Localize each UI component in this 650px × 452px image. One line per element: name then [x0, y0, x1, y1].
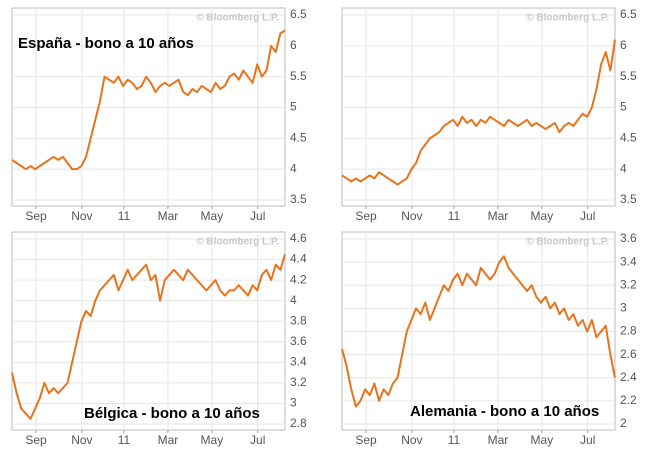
- y-tick-label: 3.2: [290, 375, 307, 389]
- y-tick-label: 2.8: [290, 416, 307, 430]
- x-tick-label: Nov: [401, 209, 422, 223]
- y-tick-label: 3.4: [620, 254, 637, 268]
- x-tick-label: 11: [118, 209, 131, 223]
- x-tick-label: Nov: [401, 433, 422, 447]
- y-tick-label: 3.4: [290, 355, 307, 369]
- y-tick-label: 3: [620, 301, 627, 315]
- plot-area: [11, 231, 286, 431]
- x-tick-label: May: [531, 433, 554, 447]
- y-tick-label: 4.6: [290, 231, 307, 245]
- y-tick-label: 2.4: [620, 370, 637, 384]
- x-tick-label: Jul: [580, 209, 595, 223]
- y-tick-label: 5: [620, 100, 627, 114]
- chart-title: Bélgica - bono a 10 años: [84, 405, 260, 422]
- x-tick-label: Mar: [488, 209, 509, 223]
- panel: 2 2.2 2.4 2.6 2.8 3 3.2 3.4 3.6 Sep Nov 11 Mar May Jul…: [341, 231, 637, 447]
- line-series: [341, 39, 616, 186]
- watermark: © Bloomberg L.P.: [196, 237, 279, 248]
- y-tick-label: 4.5: [290, 131, 307, 145]
- x-tick-label: Nov: [71, 209, 92, 223]
- y-tick-label: 4: [290, 293, 297, 307]
- panel: 2.8 3 3.2 3.4 3.6 3.8 4 4.2 4.4 4.6 Sep Nov 11 Mar May…: [11, 231, 307, 447]
- line-series: [11, 254, 286, 420]
- chart-title: España - bono a 10 años: [18, 35, 194, 52]
- x-tick-label: 11: [118, 433, 131, 447]
- x-tick-label: Mar: [158, 433, 179, 447]
- x-tick-label: Nov: [71, 433, 92, 447]
- y-tick-label: 3.8: [290, 313, 307, 327]
- x-tick-label: Mar: [488, 433, 509, 447]
- x-tick-label: Jul: [250, 433, 265, 447]
- line-series: [11, 29, 286, 171]
- y-tick-label: 4.4: [290, 252, 307, 266]
- y-tick-label: 2.6: [620, 347, 637, 361]
- panel: 3.5 4 4.5 5 5.5 6 6.5 Sep Nov 11 Mar May Jul © Bloomb…: [341, 7, 637, 223]
- x-tick-label: May: [531, 209, 554, 223]
- y-tick-label: 2.8: [620, 324, 637, 338]
- x-tick-label: May: [201, 209, 224, 223]
- x-tick-label: May: [201, 433, 224, 447]
- y-tick-label: 6.5: [620, 7, 637, 21]
- x-tick-label: Sep: [355, 209, 377, 223]
- y-tick-label: 5.5: [290, 69, 307, 83]
- y-tick-label: 3: [290, 396, 297, 410]
- x-tick-label: 11: [448, 209, 461, 223]
- chart-title: Alemania - bono a 10 años: [410, 403, 599, 420]
- x-tick-label: Sep: [25, 433, 47, 447]
- y-tick-label: 3.5: [290, 192, 307, 206]
- y-tick-label: 2: [620, 416, 627, 430]
- watermark: © Bloomberg L.P.: [526, 237, 609, 248]
- y-tick-label: 4.5: [620, 131, 637, 145]
- y-tick-label: 3.6: [290, 334, 307, 348]
- y-tick-label: 6.5: [290, 7, 307, 21]
- y-tick-label: 3.6: [620, 231, 637, 245]
- y-tick-label: 4: [290, 161, 297, 175]
- watermark: © Bloomberg L.P.: [526, 13, 609, 24]
- y-tick-label: 6: [290, 38, 297, 52]
- y-tick-label: 3.5: [620, 192, 637, 206]
- y-tick-label: 3.2: [620, 277, 637, 291]
- panel: 3.5 4 4.5 5 5.5 6 6.5 Sep Nov 11 Mar May Jul © Bloomb…: [11, 7, 307, 223]
- line-series: [341, 255, 616, 408]
- y-tick-label: 5.5: [620, 69, 637, 83]
- x-tick-label: 11: [448, 433, 461, 447]
- x-tick-label: Jul: [580, 433, 595, 447]
- y-tick-label: 6: [620, 38, 627, 52]
- y-tick-label: 4.2: [290, 272, 307, 286]
- x-tick-label: Sep: [355, 433, 377, 447]
- y-tick-label: 4: [620, 161, 627, 175]
- watermark: © Bloomberg L.P.: [196, 13, 279, 24]
- x-tick-label: Jul: [250, 209, 265, 223]
- x-tick-label: Sep: [25, 209, 47, 223]
- y-tick-label: 2.2: [620, 393, 637, 407]
- y-tick-label: 5: [290, 100, 297, 114]
- x-tick-label: Mar: [158, 209, 179, 223]
